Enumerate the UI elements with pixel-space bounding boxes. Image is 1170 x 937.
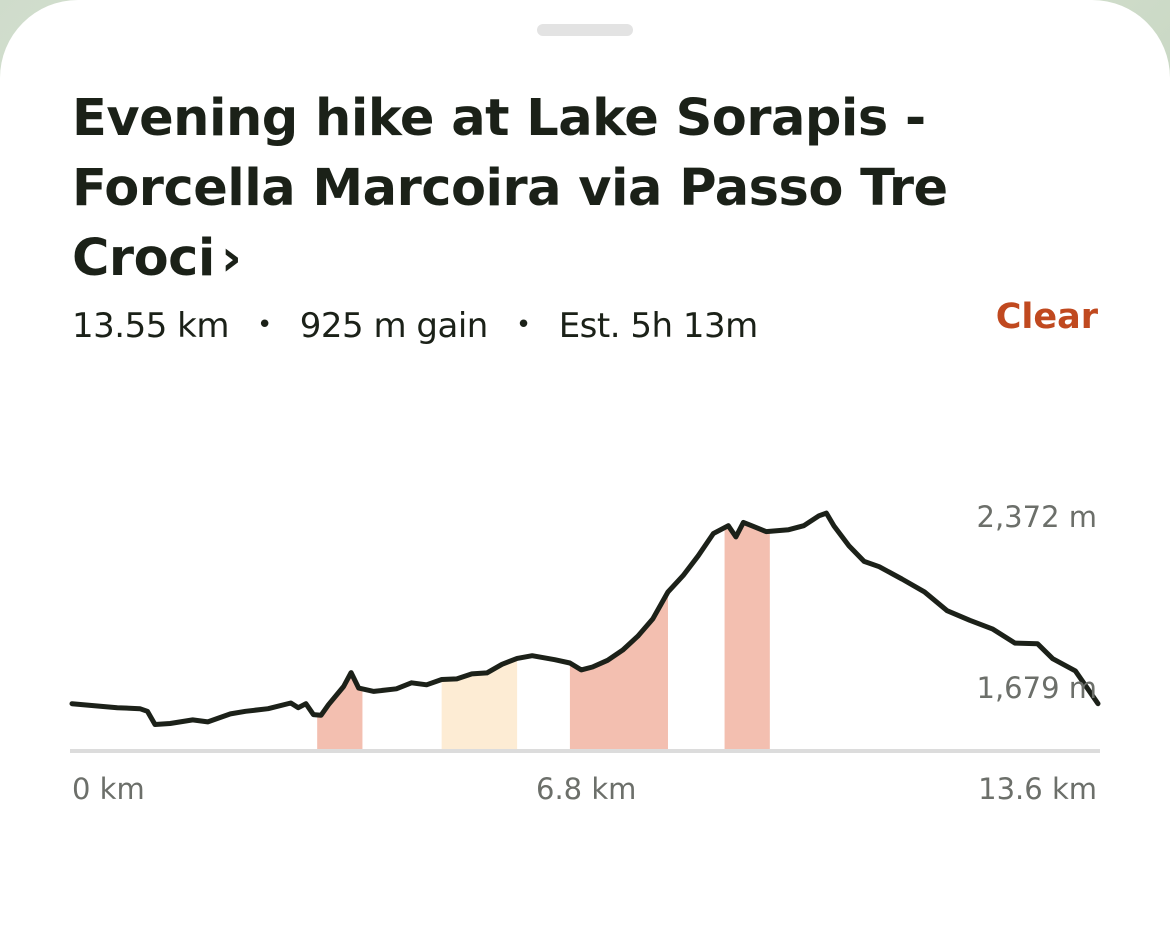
grade-highlight-band [441, 658, 518, 751]
x-axis-tick-label: 13.6 km [978, 772, 1097, 806]
route-stats: 13.55 km • 925 m gain • Est. 5h 13m [72, 306, 758, 346]
x-axis-tick-label: 0 km [72, 772, 145, 806]
distance-stat: 13.55 km [72, 306, 229, 346]
grade-highlight-band [724, 522, 770, 751]
stat-separator: • [256, 310, 272, 340]
elevation-gain-stat: 925 m gain [299, 306, 489, 346]
stat-separator: • [515, 310, 531, 340]
route-title-link[interactable]: Evening hike at Lake Sorapis - Forcella … [72, 84, 952, 294]
clear-button[interactable]: Clear [995, 297, 1098, 337]
y-axis-tick-label: 1,679 m [976, 671, 1098, 705]
estimated-time-stat: Est. 5h 13m [558, 306, 759, 346]
elevation-profile-chart[interactable] [0, 440, 1170, 770]
elevation-profile-line [69, 510, 1101, 727]
y-axis-tick-label: 2,372 m [976, 500, 1098, 534]
sheet-grabber-handle[interactable] [537, 24, 633, 36]
route-title-text: Evening hike at Lake Sorapis - Forcella … [72, 89, 948, 288]
chevron-right-icon: › [220, 229, 242, 288]
grade-highlight-band [317, 672, 363, 751]
x-axis-tick-label: 6.8 km [536, 772, 637, 806]
